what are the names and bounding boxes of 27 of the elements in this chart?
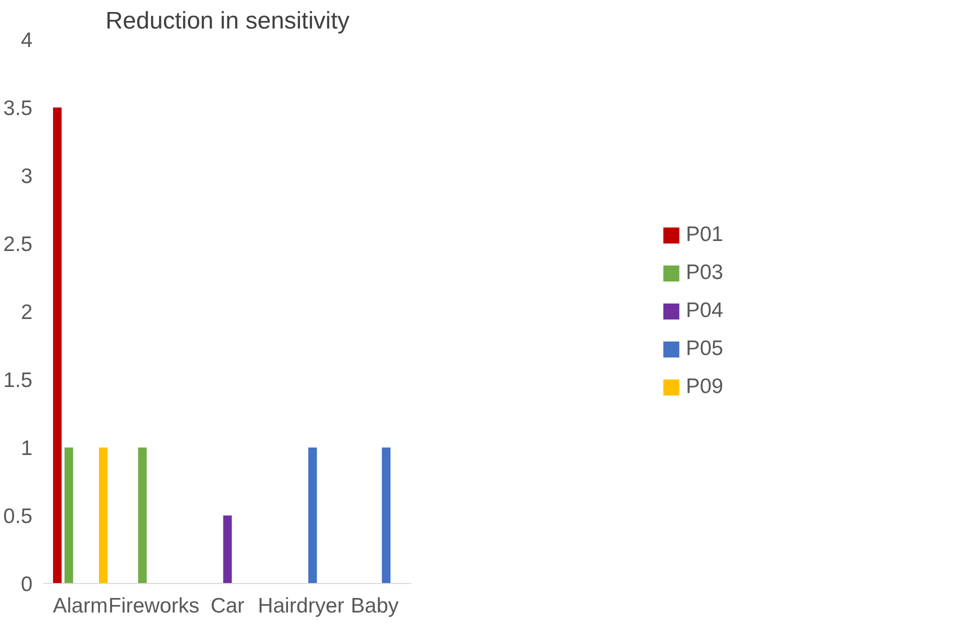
- y-tick-label: 1.5: [3, 369, 33, 392]
- bar: [138, 448, 147, 584]
- legend-label: P05: [686, 337, 724, 361]
- bar: [98, 448, 108, 584]
- y-tick-label: 4: [20, 29, 33, 52]
- x-tick-label: Car: [210, 594, 244, 618]
- chart-title: Reduction in sensitivity: [105, 8, 350, 34]
- x-tick-label: Alarm: [52, 594, 108, 618]
- bar: [53, 108, 62, 584]
- x-tick-label: Baby: [350, 594, 400, 618]
- y-tick-label: 3: [20, 165, 33, 188]
- y-tick-label: 2.5: [3, 233, 33, 256]
- bar: [64, 448, 74, 584]
- x-tick-label: Fireworks: [108, 594, 200, 618]
- y-tick-label: 3.5: [3, 97, 33, 120]
- bar: [223, 516, 232, 584]
- x-tick-label: Hairdryer: [258, 594, 344, 618]
- legend-label: P04: [686, 299, 724, 323]
- y-tick-label: 0.5: [3, 505, 33, 528]
- y-tick-label: 0: [20, 573, 33, 596]
- bar: [382, 448, 390, 584]
- bar: [308, 448, 317, 584]
- y-tick-label: 2: [20, 301, 33, 324]
- legend-label: P09: [686, 375, 724, 399]
- y-tick-label: 1: [20, 437, 33, 460]
- legend-label: P01: [686, 223, 724, 247]
- legend-label: P03: [686, 261, 724, 285]
